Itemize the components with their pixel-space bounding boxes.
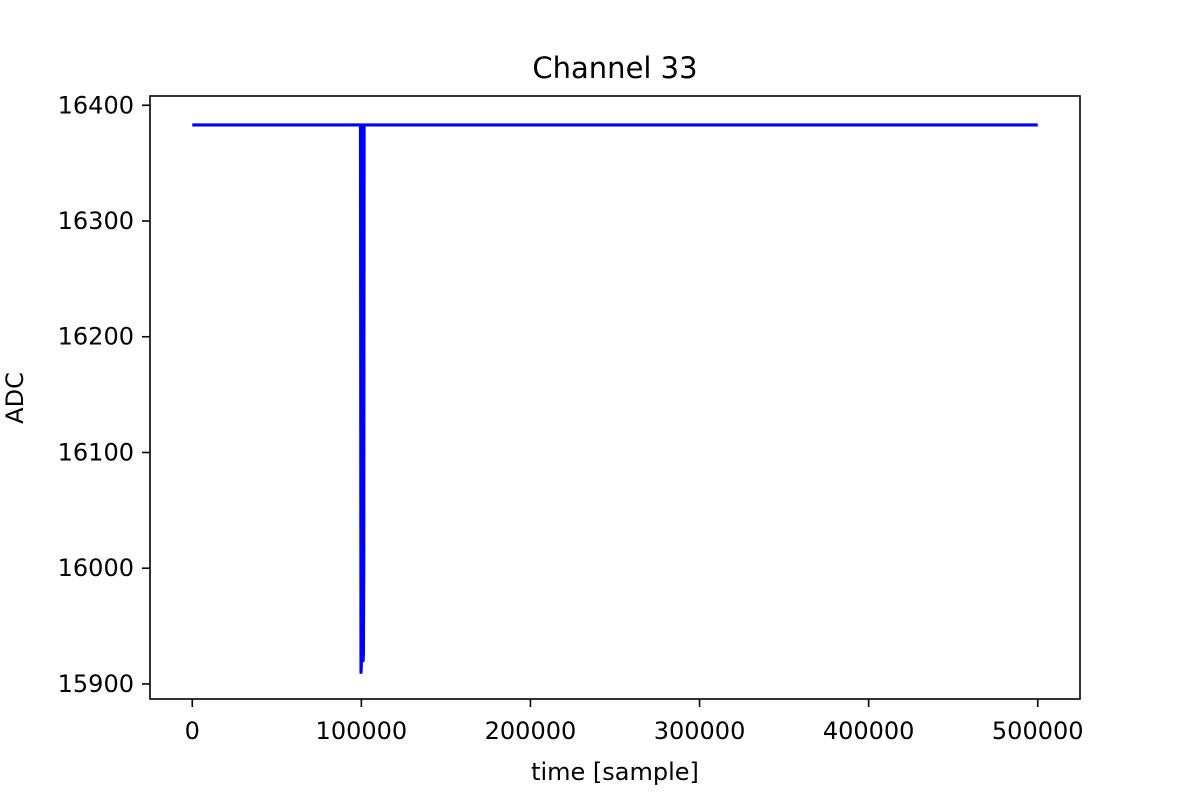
y-tick-label: 16100	[58, 438, 134, 466]
chart-title: Channel 33	[532, 51, 697, 85]
y-tick-label: 16300	[58, 207, 134, 235]
x-tick-label: 100000	[316, 717, 408, 745]
series-line-0	[192, 123, 1038, 674]
y-tick-label: 16200	[58, 323, 134, 351]
x-tick-label: 0	[185, 717, 200, 745]
y-tick-label: 15900	[58, 670, 134, 698]
y-axis-label: ADC	[1, 372, 29, 424]
axis-ticks: 0 100000 200000 300000 400000 500000 15900 1600…	[58, 91, 1084, 745]
x-tick-label: 300000	[654, 717, 746, 745]
x-axis-label: time [sample]	[531, 758, 699, 786]
x-tick-label: 200000	[485, 717, 577, 745]
plot-frame	[149, 95, 1081, 700]
plot-series	[192, 123, 1038, 674]
y-tick-label: 16400	[58, 91, 134, 119]
x-tick-label: 400000	[823, 717, 915, 745]
y-tick-label: 16000	[58, 554, 134, 582]
x-tick-label: 500000	[992, 717, 1084, 745]
